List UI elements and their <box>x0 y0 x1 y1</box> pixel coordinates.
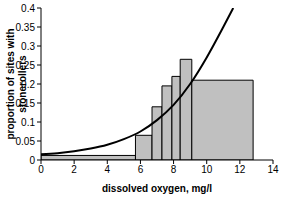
svg-text:0.35: 0.35 <box>16 22 36 33</box>
svg-text:10: 10 <box>201 164 213 175</box>
svg-text:0.3: 0.3 <box>21 41 35 52</box>
svg-text:12: 12 <box>234 164 246 175</box>
svg-text:0.4: 0.4 <box>21 3 35 14</box>
svg-text:0: 0 <box>38 164 44 175</box>
svg-text:8: 8 <box>171 164 177 175</box>
svg-text:4: 4 <box>105 164 111 175</box>
svg-text:14: 14 <box>267 164 279 175</box>
svg-text:0.1: 0.1 <box>21 117 35 128</box>
svg-text:0: 0 <box>29 155 35 166</box>
svg-text:dissolved oxygen, mg/l: dissolved oxygen, mg/l <box>102 183 212 194</box>
svg-text:0.05: 0.05 <box>16 136 36 147</box>
svg-text:2: 2 <box>71 164 77 175</box>
svg-text:6: 6 <box>138 164 144 175</box>
